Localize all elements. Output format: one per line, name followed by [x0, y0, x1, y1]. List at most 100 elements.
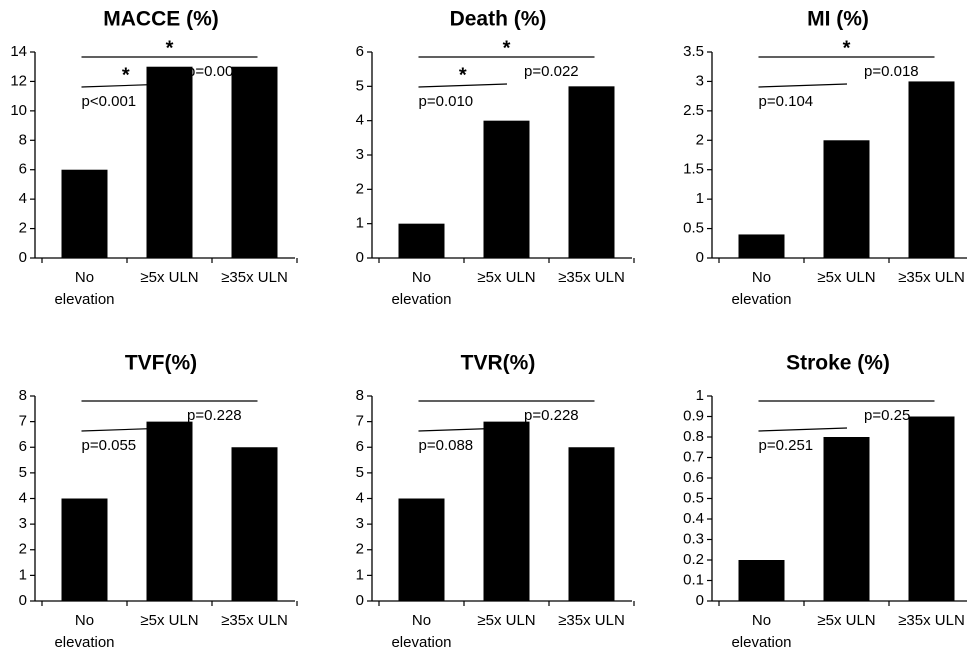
p-value: p=0.00 [187, 63, 233, 80]
y-tick-label: 8 [19, 131, 27, 148]
x-tick-label: ≥35x ULN [221, 269, 288, 286]
p-value: p=0.104 [759, 93, 814, 110]
x-tick-label: ≥35x ULN [898, 269, 965, 286]
chart-title: Stroke (%) [786, 352, 890, 375]
p-value: p=0.010 [419, 93, 474, 110]
p-value: p=0.055 [82, 437, 137, 454]
y-tick-label: 8 [19, 387, 27, 404]
y-tick-label: 0.2 [683, 551, 704, 568]
x-tick-label: ≥35x ULN [898, 612, 965, 629]
x-tick-label: ≥5x ULN [477, 612, 536, 629]
bar [398, 498, 445, 601]
y-tick-label: 0 [19, 249, 27, 266]
y-tick-label: 2 [696, 131, 704, 148]
y-tick-label: 0 [19, 592, 27, 609]
bar [146, 421, 193, 601]
chart-title: TVF(%) [125, 352, 197, 375]
y-tick-label: 0 [356, 592, 364, 609]
chart-title: MI (%) [807, 8, 869, 31]
y-tick-label: 1 [696, 190, 704, 207]
y-tick-label: 6 [19, 161, 27, 178]
y-tick-label: 1 [356, 215, 364, 232]
bar [61, 169, 108, 258]
y-tick-label: 0.7 [683, 448, 704, 465]
p-value: p=0.25 [864, 407, 910, 424]
x-tick-label: No elevation [731, 612, 792, 651]
y-tick-label: 0 [696, 592, 704, 609]
y-tick-label: 3 [356, 515, 364, 532]
significance-star: * [122, 64, 130, 86]
y-tick-label: 5 [356, 77, 364, 94]
y-tick-label: 0.5 [683, 489, 704, 506]
p-value: p<0.001 [82, 93, 137, 110]
y-tick-label: 3.5 [683, 43, 704, 60]
bar [738, 560, 785, 601]
p-value: p=0.088 [419, 437, 474, 454]
significance-star: * [166, 37, 174, 59]
bar [568, 86, 615, 258]
significance-star: * [843, 37, 851, 59]
bar [908, 416, 955, 601]
y-tick-label: 12 [10, 72, 27, 89]
y-tick-label: 3 [356, 146, 364, 163]
y-tick-label: 2 [356, 541, 364, 558]
x-tick-label: ≥35x ULN [221, 612, 288, 629]
y-tick-label: 4 [19, 489, 27, 506]
y-tick-label: 1 [696, 387, 704, 404]
p-value: p=0.228 [524, 407, 579, 424]
y-tick-label: 4 [356, 489, 364, 506]
bar [61, 498, 108, 601]
p-value: p=0.022 [524, 63, 579, 80]
x-tick-label: ≥5x ULN [140, 269, 199, 286]
y-tick-label: 6 [19, 438, 27, 455]
y-tick-label: 5 [356, 464, 364, 481]
x-tick-label: No elevation [731, 269, 792, 308]
y-tick-label: 1 [19, 566, 27, 583]
bracket-line [758, 83, 848, 88]
y-tick-label: 3 [19, 515, 27, 532]
y-tick-label: 0 [356, 249, 364, 266]
y-tick-label: 1 [356, 566, 364, 583]
y-tick-label: 0.5 [683, 220, 704, 237]
bar [231, 447, 278, 601]
x-tick-label: ≥5x ULN [477, 269, 536, 286]
bar [483, 421, 530, 601]
y-tick-label: 0.4 [683, 510, 704, 527]
y-tick-label: 7 [356, 413, 364, 430]
bar [231, 66, 278, 258]
bar [146, 66, 193, 258]
y-tick-label: 0.8 [683, 428, 704, 445]
y-tick-label: 2.5 [683, 102, 704, 119]
p-value: p=0.228 [187, 407, 242, 424]
bar [823, 437, 870, 601]
y-tick-label: 6 [356, 43, 364, 60]
y-tick-label: 0.9 [683, 407, 704, 424]
bar [483, 120, 530, 259]
y-tick-label: 2 [356, 180, 364, 197]
y-tick-label: 2 [19, 220, 27, 237]
bar [398, 223, 445, 258]
y-tick-label: 0.1 [683, 571, 704, 588]
y-tick-label: 0.6 [683, 469, 704, 486]
y-tick-label: 1.5 [683, 161, 704, 178]
significance-star: * [459, 64, 467, 86]
x-tick-label: No elevation [54, 612, 115, 651]
y-tick-label: 0 [696, 249, 704, 266]
x-tick-label: ≥5x ULN [140, 612, 199, 629]
x-tick-label: ≥5x ULN [817, 612, 876, 629]
y-tick-label: 5 [19, 464, 27, 481]
y-tick-label: 8 [356, 387, 364, 404]
bar [568, 447, 615, 601]
chart-title: TVR(%) [461, 352, 536, 375]
x-tick-label: ≥35x ULN [558, 612, 625, 629]
y-tick-label: 7 [19, 413, 27, 430]
chart-title: MACCE (%) [103, 8, 219, 31]
y-tick-label: 4 [19, 190, 27, 207]
y-tick-label: 14 [10, 43, 27, 60]
x-tick-label: ≥5x ULN [817, 269, 876, 286]
p-value: p=0.018 [864, 63, 919, 80]
x-tick-label: ≥35x ULN [558, 269, 625, 286]
x-tick-label: No elevation [391, 269, 452, 308]
